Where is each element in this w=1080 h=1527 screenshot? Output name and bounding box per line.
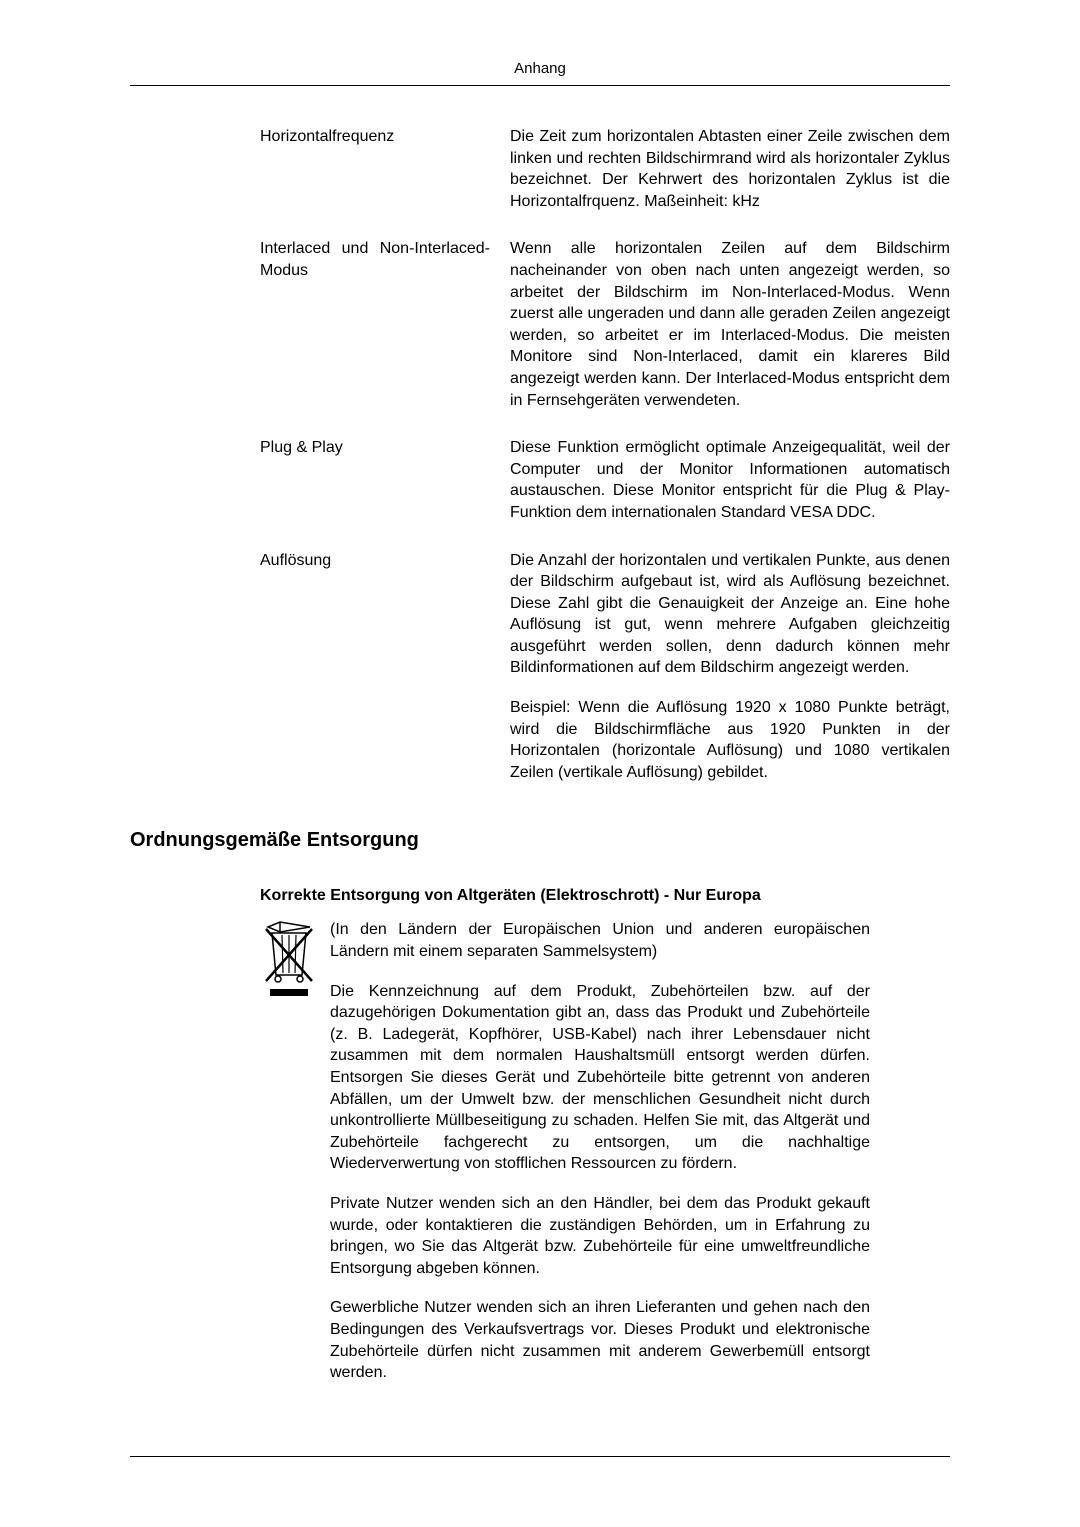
definition-row: Plug & Play Diese Funktion ermöglicht op… [260, 437, 950, 523]
definition-paragraph: Die Anzahl der horizontalen und vertikal… [510, 550, 950, 680]
disposal-text: (In den Ländern der Europäischen Union u… [330, 919, 870, 1383]
definition-description: Wenn alle horizontalen Zeilen auf dem Bi… [510, 238, 950, 411]
page-header-title: Anhang [130, 60, 950, 86]
definitions-list: Horizontalfrequenz Die Zeit zum horizont… [260, 126, 950, 809]
definition-description: Die Anzahl der horizontalen und vertikal… [510, 550, 950, 784]
disposal-block: (In den Ländern der Europäischen Union u… [260, 919, 950, 1383]
weee-bin-icon [260, 919, 320, 999]
definition-paragraph: Beispiel: Wenn die Auflösung 1920 x 1080… [510, 697, 950, 783]
disposal-paragraph: Die Kennzeichnung auf dem Produkt, Zubeh… [330, 981, 870, 1175]
definition-row: Interlaced und Non-Interlaced-Modus Wenn… [260, 238, 950, 411]
definition-term: Interlaced und Non-Interlaced-Modus [260, 238, 510, 411]
disposal-paragraph: (In den Ländern der Europäischen Union u… [330, 919, 870, 962]
definition-term: Plug & Play [260, 437, 510, 523]
definition-row: Auflösung Die Anzahl der horizontalen un… [260, 550, 950, 784]
definition-paragraph: Wenn alle horizontalen Zeilen auf dem Bi… [510, 238, 950, 411]
disposal-paragraph: Private Nutzer wenden sich an den Händle… [330, 1193, 870, 1279]
definition-term: Horizontalfrequenz [260, 126, 510, 212]
definition-row: Horizontalfrequenz Die Zeit zum horizont… [260, 126, 950, 212]
footer-rule [130, 1456, 950, 1457]
sub-heading-disposal: Korrekte Entsorgung von Altgeräten (Elek… [260, 887, 950, 905]
definition-paragraph: Die Zeit zum horizontalen Abtasten einer… [510, 126, 950, 212]
section-heading-disposal: Ordnungsgemäße Entsorgung [130, 829, 950, 852]
disposal-paragraph: Gewerbliche Nutzer wenden sich an ihren … [330, 1297, 870, 1383]
definition-paragraph: Diese Funktion ermöglicht optimale Anzei… [510, 437, 950, 523]
page: Anhang Horizontalfrequenz Die Zeit zum h… [0, 0, 1080, 1527]
definition-term: Auflösung [260, 550, 510, 784]
definition-description: Diese Funktion ermöglicht optimale Anzei… [510, 437, 950, 523]
definition-description: Die Zeit zum horizontalen Abtasten einer… [510, 126, 950, 212]
